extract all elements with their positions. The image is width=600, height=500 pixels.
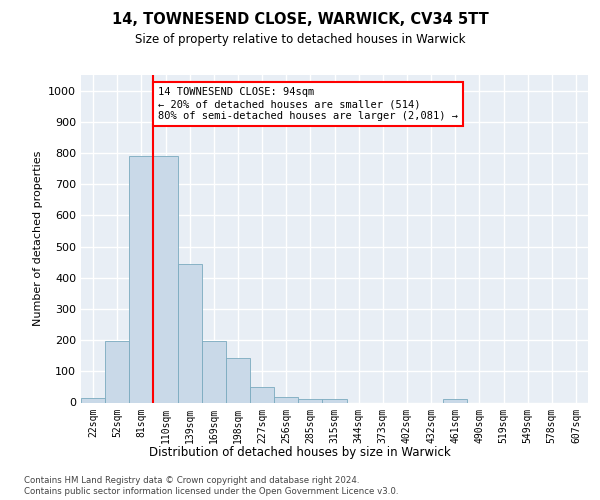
Text: Distribution of detached houses by size in Warwick: Distribution of detached houses by size … [149, 446, 451, 459]
Bar [443, 400, 467, 402]
Bar [202, 341, 226, 402]
Bar [274, 397, 298, 402]
Bar [226, 358, 250, 403]
Text: Contains public sector information licensed under the Open Government Licence v3: Contains public sector information licen… [24, 488, 398, 496]
Text: Contains HM Land Registry data © Crown copyright and database right 2024.: Contains HM Land Registry data © Crown c… [24, 476, 359, 485]
Text: Size of property relative to detached houses in Warwick: Size of property relative to detached ho… [135, 32, 465, 46]
Bar [105, 341, 129, 402]
Bar [250, 387, 274, 402]
Bar [322, 400, 347, 402]
Y-axis label: Number of detached properties: Number of detached properties [32, 151, 43, 326]
Bar [178, 264, 202, 402]
Bar [129, 156, 154, 402]
Text: 14 TOWNESEND CLOSE: 94sqm
← 20% of detached houses are smaller (514)
80% of semi: 14 TOWNESEND CLOSE: 94sqm ← 20% of detac… [158, 88, 458, 120]
Bar [154, 156, 178, 402]
Bar [298, 400, 322, 402]
Text: 14, TOWNESEND CLOSE, WARWICK, CV34 5TT: 14, TOWNESEND CLOSE, WARWICK, CV34 5TT [112, 12, 488, 28]
Bar [81, 398, 105, 402]
